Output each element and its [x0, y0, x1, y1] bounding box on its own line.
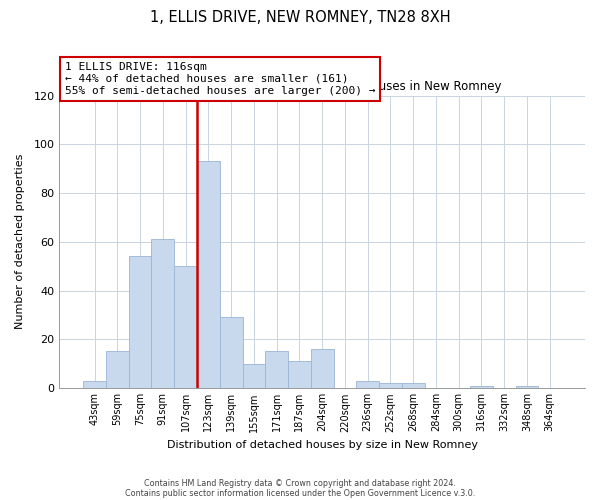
Bar	[356, 380, 379, 388]
Text: 1 ELLIS DRIVE: 116sqm
← 44% of detached houses are smaller (161)
55% of semi-det: 1 ELLIS DRIVE: 116sqm ← 44% of detached …	[65, 62, 375, 96]
Text: 1, ELLIS DRIVE, NEW ROMNEY, TN28 8XH: 1, ELLIS DRIVE, NEW ROMNEY, TN28 8XH	[149, 10, 451, 25]
Bar	[174, 266, 197, 388]
Bar	[220, 318, 242, 388]
X-axis label: Distribution of detached houses by size in New Romney: Distribution of detached houses by size …	[167, 440, 478, 450]
Bar	[288, 361, 311, 388]
Text: Contains HM Land Registry data © Crown copyright and database right 2024.: Contains HM Land Registry data © Crown c…	[144, 478, 456, 488]
Bar	[129, 256, 151, 388]
Y-axis label: Number of detached properties: Number of detached properties	[15, 154, 25, 330]
Bar	[402, 383, 425, 388]
Bar	[242, 364, 265, 388]
Bar	[311, 349, 334, 388]
Bar	[197, 162, 220, 388]
Bar	[151, 240, 174, 388]
Bar	[265, 352, 288, 388]
Bar	[83, 380, 106, 388]
Bar	[515, 386, 538, 388]
Bar	[379, 383, 402, 388]
Title: Size of property relative to detached houses in New Romney: Size of property relative to detached ho…	[143, 80, 502, 93]
Bar	[106, 352, 129, 388]
Text: Contains public sector information licensed under the Open Government Licence v.: Contains public sector information licen…	[125, 488, 475, 498]
Bar	[470, 386, 493, 388]
